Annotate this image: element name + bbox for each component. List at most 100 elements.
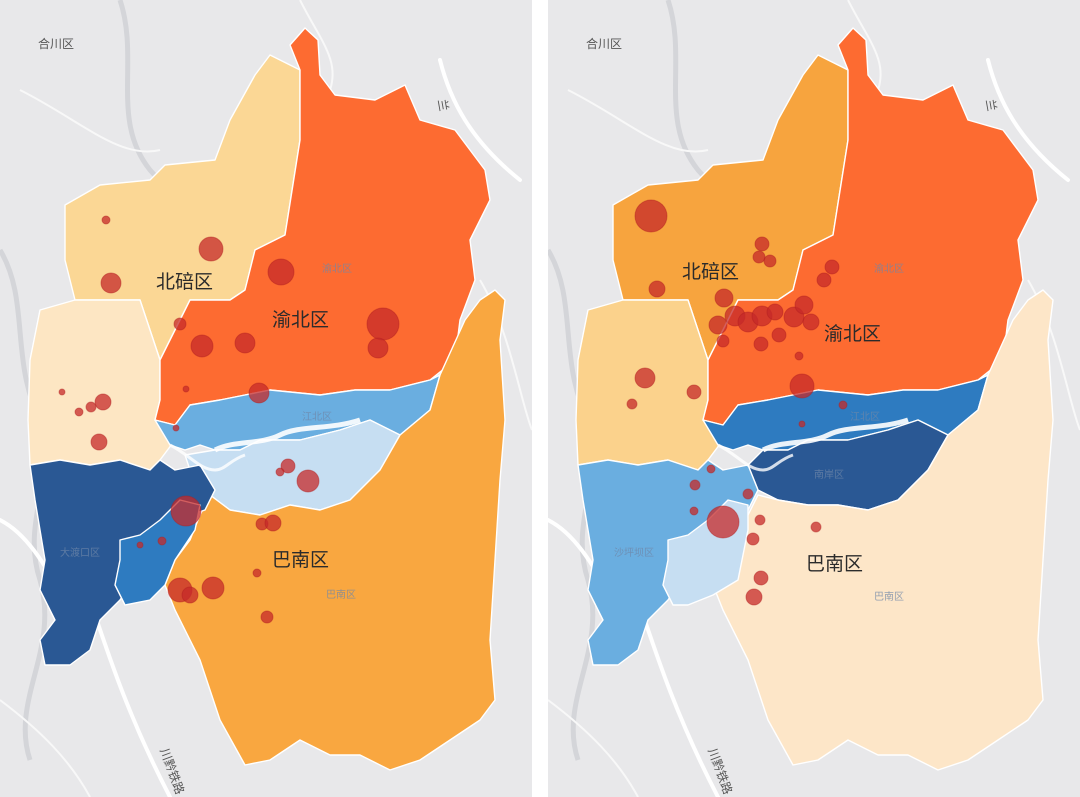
hotspot-bubble[interactable] bbox=[708, 315, 728, 335]
faint-label-yubei: 渝北区 bbox=[874, 262, 904, 275]
hotspot-bubble[interactable] bbox=[752, 250, 766, 264]
faint-label-nanan: 南岸区 bbox=[814, 468, 844, 481]
hotspot-bubble[interactable] bbox=[771, 327, 787, 343]
hotspot-bubble[interactable] bbox=[248, 382, 270, 404]
hotspot-bubble[interactable] bbox=[85, 401, 97, 413]
hotspot-bubble[interactable] bbox=[275, 467, 285, 477]
hotspot-bubble[interactable] bbox=[252, 568, 262, 578]
yangtze-river bbox=[213, 417, 361, 453]
hotspot-bubble[interactable] bbox=[260, 610, 274, 624]
hotspot-bubble[interactable] bbox=[280, 458, 296, 474]
road-label-chuanqian-railway: 川黔铁路 bbox=[157, 746, 188, 796]
road-label-lan: 兰 bbox=[435, 98, 451, 112]
hotspot-bubble[interactable] bbox=[626, 398, 638, 410]
hotspot-bubble[interactable] bbox=[816, 272, 832, 288]
faint-label-banan: 巴南区 bbox=[326, 588, 356, 601]
highway-road bbox=[438, 58, 522, 182]
hotspot-bubble[interactable] bbox=[754, 236, 770, 252]
hotspot-bubble[interactable] bbox=[267, 258, 295, 286]
faint-label-banan: 巴南区 bbox=[874, 590, 904, 603]
hotspot-bubble[interactable] bbox=[824, 259, 840, 275]
faint-label-jiangbei: 江北区 bbox=[302, 411, 332, 423]
district-label-hechuan: 合川区 bbox=[38, 36, 74, 51]
hotspot-bubble[interactable] bbox=[264, 514, 282, 532]
hotspot-bubble[interactable] bbox=[838, 400, 848, 410]
hotspot-bubble[interactable] bbox=[706, 464, 716, 474]
hotspot-bubble[interactable] bbox=[766, 303, 784, 321]
hotspot-bubble[interactable] bbox=[742, 488, 754, 500]
hotspot-bubbles[interactable] bbox=[626, 199, 848, 606]
region-dadukou[interactable] bbox=[114, 499, 201, 606]
hotspot-bubble[interactable] bbox=[100, 272, 122, 294]
hotspot-bubble[interactable] bbox=[648, 280, 666, 298]
hotspot-bubble[interactable] bbox=[234, 332, 256, 354]
region-label-banan: 巴南区 bbox=[806, 553, 863, 575]
faint-label-yubei: 渝北区 bbox=[322, 262, 352, 275]
local-road bbox=[567, 89, 709, 153]
hotspot-bubble[interactable] bbox=[157, 536, 167, 546]
road-label-chuanqian-railway: 川黔铁路 bbox=[705, 746, 736, 796]
hotspot-bubble[interactable] bbox=[810, 521, 822, 533]
region-label-beibei: 北碚区 bbox=[682, 261, 739, 283]
hotspot-bubble[interactable] bbox=[689, 506, 699, 516]
region-label-yubei: 渝北区 bbox=[272, 309, 329, 331]
local-road bbox=[19, 89, 161, 153]
jialing-river bbox=[169, 443, 246, 472]
hotspot-bubble[interactable] bbox=[753, 570, 769, 586]
road-label-lan: 兰 bbox=[983, 98, 999, 112]
hotspot-bubble[interactable] bbox=[689, 479, 701, 491]
district-label-hechuan: 合川区 bbox=[586, 36, 622, 51]
hotspot-bubble[interactable] bbox=[182, 385, 190, 393]
hotspot-bubble[interactable] bbox=[714, 288, 734, 308]
hotspot-bubble[interactable] bbox=[90, 433, 108, 451]
region-banan[interactable] bbox=[164, 289, 506, 771]
hotspot-bubble[interactable] bbox=[634, 199, 668, 233]
hotspot-bubble[interactable] bbox=[802, 313, 820, 331]
hotspot-bubble[interactable] bbox=[172, 424, 180, 432]
faint-label-jiangbei: 江北区 bbox=[850, 411, 880, 423]
hotspot-bubble[interactable] bbox=[794, 295, 814, 315]
region-label-banan: 巴南区 bbox=[272, 549, 329, 571]
jialing-river bbox=[717, 443, 794, 472]
hotspot-bubble[interactable] bbox=[794, 351, 804, 361]
hotspot-bubble[interactable] bbox=[101, 215, 111, 225]
local-road bbox=[847, 0, 882, 91]
hotspot-bubble[interactable] bbox=[634, 367, 656, 389]
hotspot-bubble[interactable] bbox=[173, 317, 187, 331]
local-road bbox=[548, 699, 639, 797]
region-banan[interactable] bbox=[712, 289, 1054, 771]
hotspot-bubble[interactable] bbox=[170, 495, 202, 527]
hotspot-bubble[interactable] bbox=[798, 420, 806, 428]
hotspot-bubble[interactable] bbox=[366, 307, 400, 341]
faint-label-shapingba: 沙坪坝区 bbox=[614, 546, 654, 559]
hotspot-bubble[interactable] bbox=[198, 236, 224, 262]
hotspot-bubble[interactable] bbox=[789, 373, 815, 399]
hotspot-bubble[interactable] bbox=[367, 337, 389, 359]
hotspot-bubble[interactable] bbox=[763, 254, 777, 268]
hotspot-bubble[interactable] bbox=[94, 393, 112, 411]
local-road bbox=[299, 0, 334, 91]
hotspot-bubble[interactable] bbox=[706, 505, 740, 539]
hotspot-bubble[interactable] bbox=[686, 384, 702, 400]
map-panel-right[interactable]: 合川区 渝北区 江北区 南岸区 沙坪坝区 巴南区 北碚区 渝北区 巴南区 兰 川… bbox=[548, 0, 1080, 797]
hotspot-bubble[interactable] bbox=[136, 541, 144, 549]
hotspot-bubble[interactable] bbox=[181, 586, 199, 604]
hotspot-bubble[interactable] bbox=[74, 407, 84, 417]
map-panel-left[interactable]: 合川区 渝北区 江北区 巴南区 大渡口区 北碚区 渝北区 巴南区 兰 川黔铁路 bbox=[0, 0, 532, 797]
choropleth-map-right[interactable]: 合川区 渝北区 江北区 南岸区 沙坪坝区 巴南区 北碚区 渝北区 巴南区 兰 川… bbox=[548, 0, 1080, 797]
local-road bbox=[0, 699, 91, 797]
hotspot-bubble[interactable] bbox=[754, 514, 766, 526]
hotspot-bubbles[interactable] bbox=[58, 215, 400, 624]
hotspot-bubble[interactable] bbox=[296, 469, 320, 493]
region-label-beibei: 北碚区 bbox=[156, 271, 213, 293]
hotspot-bubble[interactable] bbox=[745, 588, 763, 606]
hotspot-bubble[interactable] bbox=[201, 576, 225, 600]
choropleth-map-left[interactable]: 合川区 渝北区 江北区 巴南区 大渡口区 北碚区 渝北区 巴南区 兰 川黔铁路 bbox=[0, 0, 532, 797]
hotspot-bubble[interactable] bbox=[716, 334, 730, 348]
hotspot-bubble[interactable] bbox=[753, 336, 769, 352]
hotspot-bubble[interactable] bbox=[746, 532, 760, 546]
highway-road bbox=[636, 598, 720, 797]
hotspot-bubble[interactable] bbox=[190, 334, 214, 358]
hotspot-bubble[interactable] bbox=[58, 388, 66, 396]
